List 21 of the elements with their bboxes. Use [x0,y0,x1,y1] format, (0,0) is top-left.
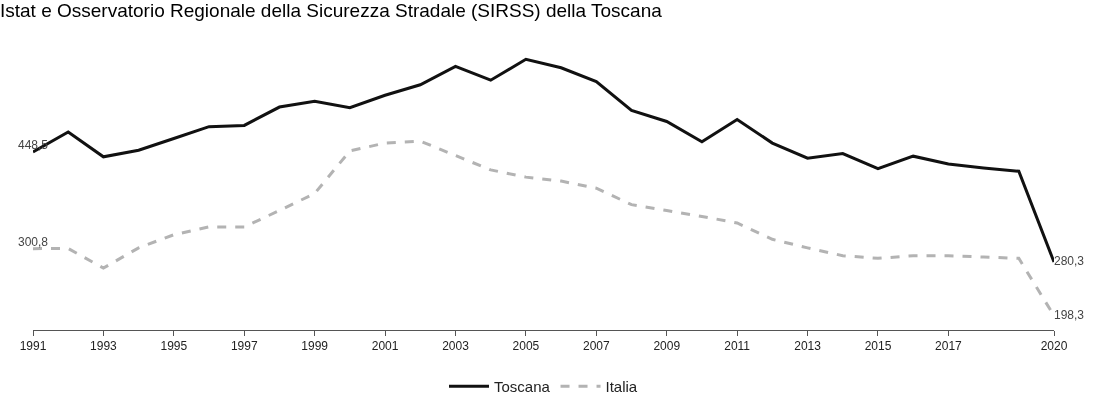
x-tick-label: 2017 [935,339,963,354]
x-tick-label: 1999 [301,339,329,354]
x-tick-label: 2013 [794,339,822,354]
data-label: 300,8 [17,234,49,249]
chart-title: Istat e Osservatorio Regionale della Sicurezza Stradale (SIRSS) della Toscana [0,0,663,22]
x-tick-label: 1991 [19,339,47,354]
x-tick-label: 1995 [160,339,188,354]
x-tick-label: 1993 [90,339,118,354]
x-tick-label: 2007 [582,339,610,354]
x-tick-label: 2001 [371,339,399,354]
x-tick-label: 2020 [1040,339,1068,354]
x-tick-label: 2011 [724,339,751,354]
legend-label: Toscana [494,378,551,395]
x-tick-label: 2003 [442,339,470,354]
legend-label: Italia [605,378,638,395]
x-tick-label: 2009 [653,339,681,354]
x-tick-label: 1997 [230,339,258,354]
x-tick-label: 2005 [512,339,540,354]
data-label: 280,3 [1054,254,1085,269]
data-label: 198,3 [1054,307,1085,322]
x-tick-label: 2015 [864,339,892,354]
